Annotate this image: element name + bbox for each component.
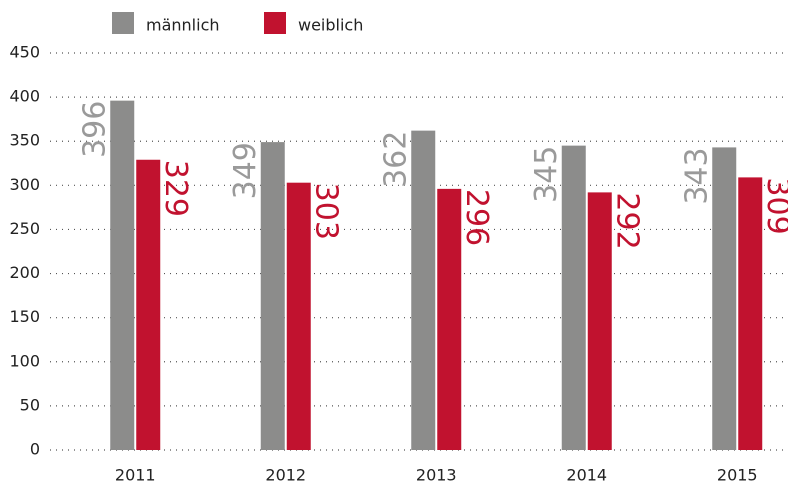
x-tick-label: 2015	[717, 466, 758, 484]
value-label: 303	[308, 183, 343, 240]
y-tick-label: 0	[30, 440, 40, 459]
bar	[437, 188, 462, 450]
bar	[110, 100, 135, 450]
y-tick-label: 50	[20, 395, 40, 414]
value-label: 343	[680, 147, 715, 204]
x-tick-label: 2011	[115, 466, 156, 484]
bar	[561, 145, 586, 450]
bar	[411, 130, 436, 450]
legend-swatch	[112, 12, 134, 34]
value-label: 329	[158, 160, 193, 217]
x-tick-label: 2014	[566, 466, 607, 484]
y-tick-label: 450	[9, 43, 40, 62]
y-tick-label: 400	[9, 87, 40, 106]
bar	[260, 142, 285, 451]
legend-label: weiblich	[298, 16, 363, 35]
value-label: 345	[529, 146, 564, 203]
bar	[712, 147, 737, 451]
y-tick-label: 150	[9, 307, 40, 326]
x-tick-label: 2012	[265, 466, 306, 484]
value-label: 292	[609, 192, 644, 249]
bar	[738, 177, 763, 451]
value-label: 309	[760, 177, 788, 234]
y-tick-label: 200	[9, 263, 40, 282]
y-tick-label: 350	[9, 131, 40, 150]
bar	[136, 159, 161, 450]
bar	[286, 182, 311, 451]
y-tick-label: 250	[9, 219, 40, 238]
bar	[587, 192, 612, 450]
y-tick-label: 100	[9, 351, 40, 370]
legend-label: männlich	[146, 16, 220, 35]
y-tick-label: 300	[9, 175, 40, 194]
value-label: 396	[78, 101, 113, 158]
value-label: 362	[379, 131, 414, 188]
value-label: 296	[459, 189, 494, 246]
legend-swatch	[264, 12, 286, 34]
value-label: 349	[228, 142, 263, 199]
x-tick-label: 2013	[416, 466, 457, 484]
